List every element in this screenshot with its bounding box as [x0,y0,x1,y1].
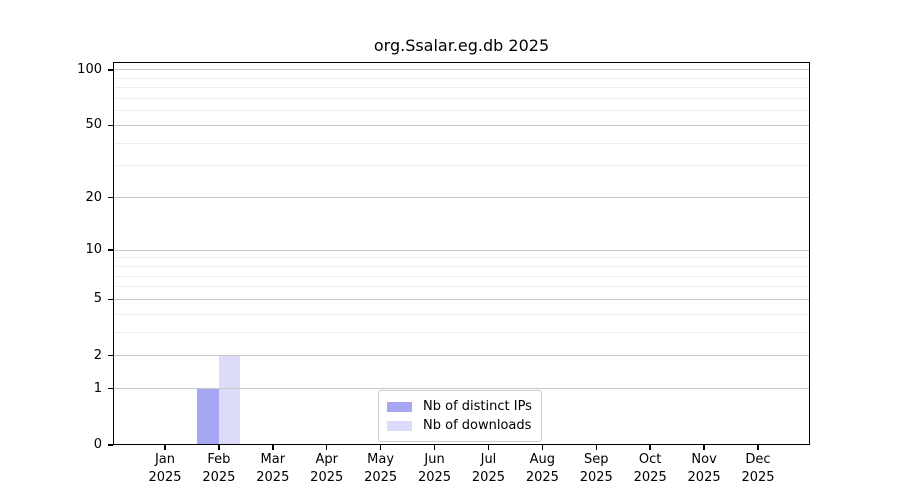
x-tick-label: Nov 2025 [687,452,721,485]
legend-item: Nb of distinct IPs [387,397,532,416]
y-gridline-minor [113,331,810,333]
x-axis-tick [433,445,436,450]
x-axis-tick [703,445,705,450]
y-tick-label: 50 [85,117,102,133]
y-tick-label: 1 [93,380,102,396]
x-tick-label: Aug 2025 [525,452,559,485]
x-axis-tick [218,445,220,450]
legend-label: Nb of distinct IPs [423,399,532,414]
y-gridline-minor [113,110,810,112]
x-tick-label: Jan 2025 [148,452,182,485]
x-axis-tick [541,445,544,450]
y-gridline-minor [113,165,810,167]
x-axis-tick [649,445,651,450]
y-tick-label: 100 [77,61,102,77]
x-axis-tick [595,445,598,450]
y-tick-label: 0 [93,437,102,452]
y-axis-tick [108,354,113,357]
bar-downloads [218,355,241,445]
y-tick-label: 2 [93,347,102,363]
x-axis-tick [325,445,328,450]
y-tick-label: 20 [85,189,102,205]
y-axis-tick [108,249,113,251]
y-gridline-minor [113,87,810,89]
legend: Nb of distinct IPs Nb of downloads [378,390,542,442]
legend-label: Nb of downloads [423,418,532,433]
x-tick-label: Jun 2025 [417,452,452,485]
y-axis-tick [108,196,113,199]
y-gridline-major [113,298,810,300]
x-axis-tick [164,445,166,450]
y-gridline-major [113,249,810,251]
legend-swatch [387,401,412,412]
x-axis-tick [379,445,382,450]
x-tick-label: Mar 2025 [256,452,290,485]
y-gridline-major [113,124,810,126]
y-gridline-major [113,388,810,390]
y-gridline-major [113,355,810,357]
x-tick-label: Feb 2025 [202,452,236,485]
y-axis-tick [108,387,113,390]
y-tick-label: 10 [85,242,102,258]
chart-title: org.Ssalar.eg.db 2025 [373,36,550,55]
y-gridline-major [113,69,810,71]
y-gridline-minor [113,265,810,267]
y-tick-label: 5 [93,291,102,307]
y-gridline-minor [113,98,810,100]
x-tick-label: Apr 2025 [310,452,344,485]
y-axis-tick [108,444,113,446]
y-axis-tick [108,298,113,301]
y-axis-tick [108,69,113,71]
y-gridline-minor [113,77,810,79]
x-tick-label: Oct 2025 [633,452,667,485]
y-gridline-minor [113,286,810,288]
x-tick-label: May 2025 [364,452,398,485]
x-axis-tick [487,445,490,450]
y-gridline-minor [113,313,810,315]
x-tick-label: Sep 2025 [579,452,613,485]
x-tick-label: Jul 2025 [471,452,505,485]
bar-distinct-ips [197,388,219,445]
y-axis-tick [108,124,113,127]
legend-swatch [387,420,412,431]
y-gridline-minor [113,142,810,144]
y-gridline-minor [113,257,810,259]
legend-item: Nb of downloads [387,416,532,435]
y-gridline-minor [113,275,810,277]
y-gridline-major [113,197,810,199]
x-axis-tick [757,445,759,450]
x-axis-tick [272,445,274,450]
x-tick-label: Dec 2025 [741,452,775,485]
